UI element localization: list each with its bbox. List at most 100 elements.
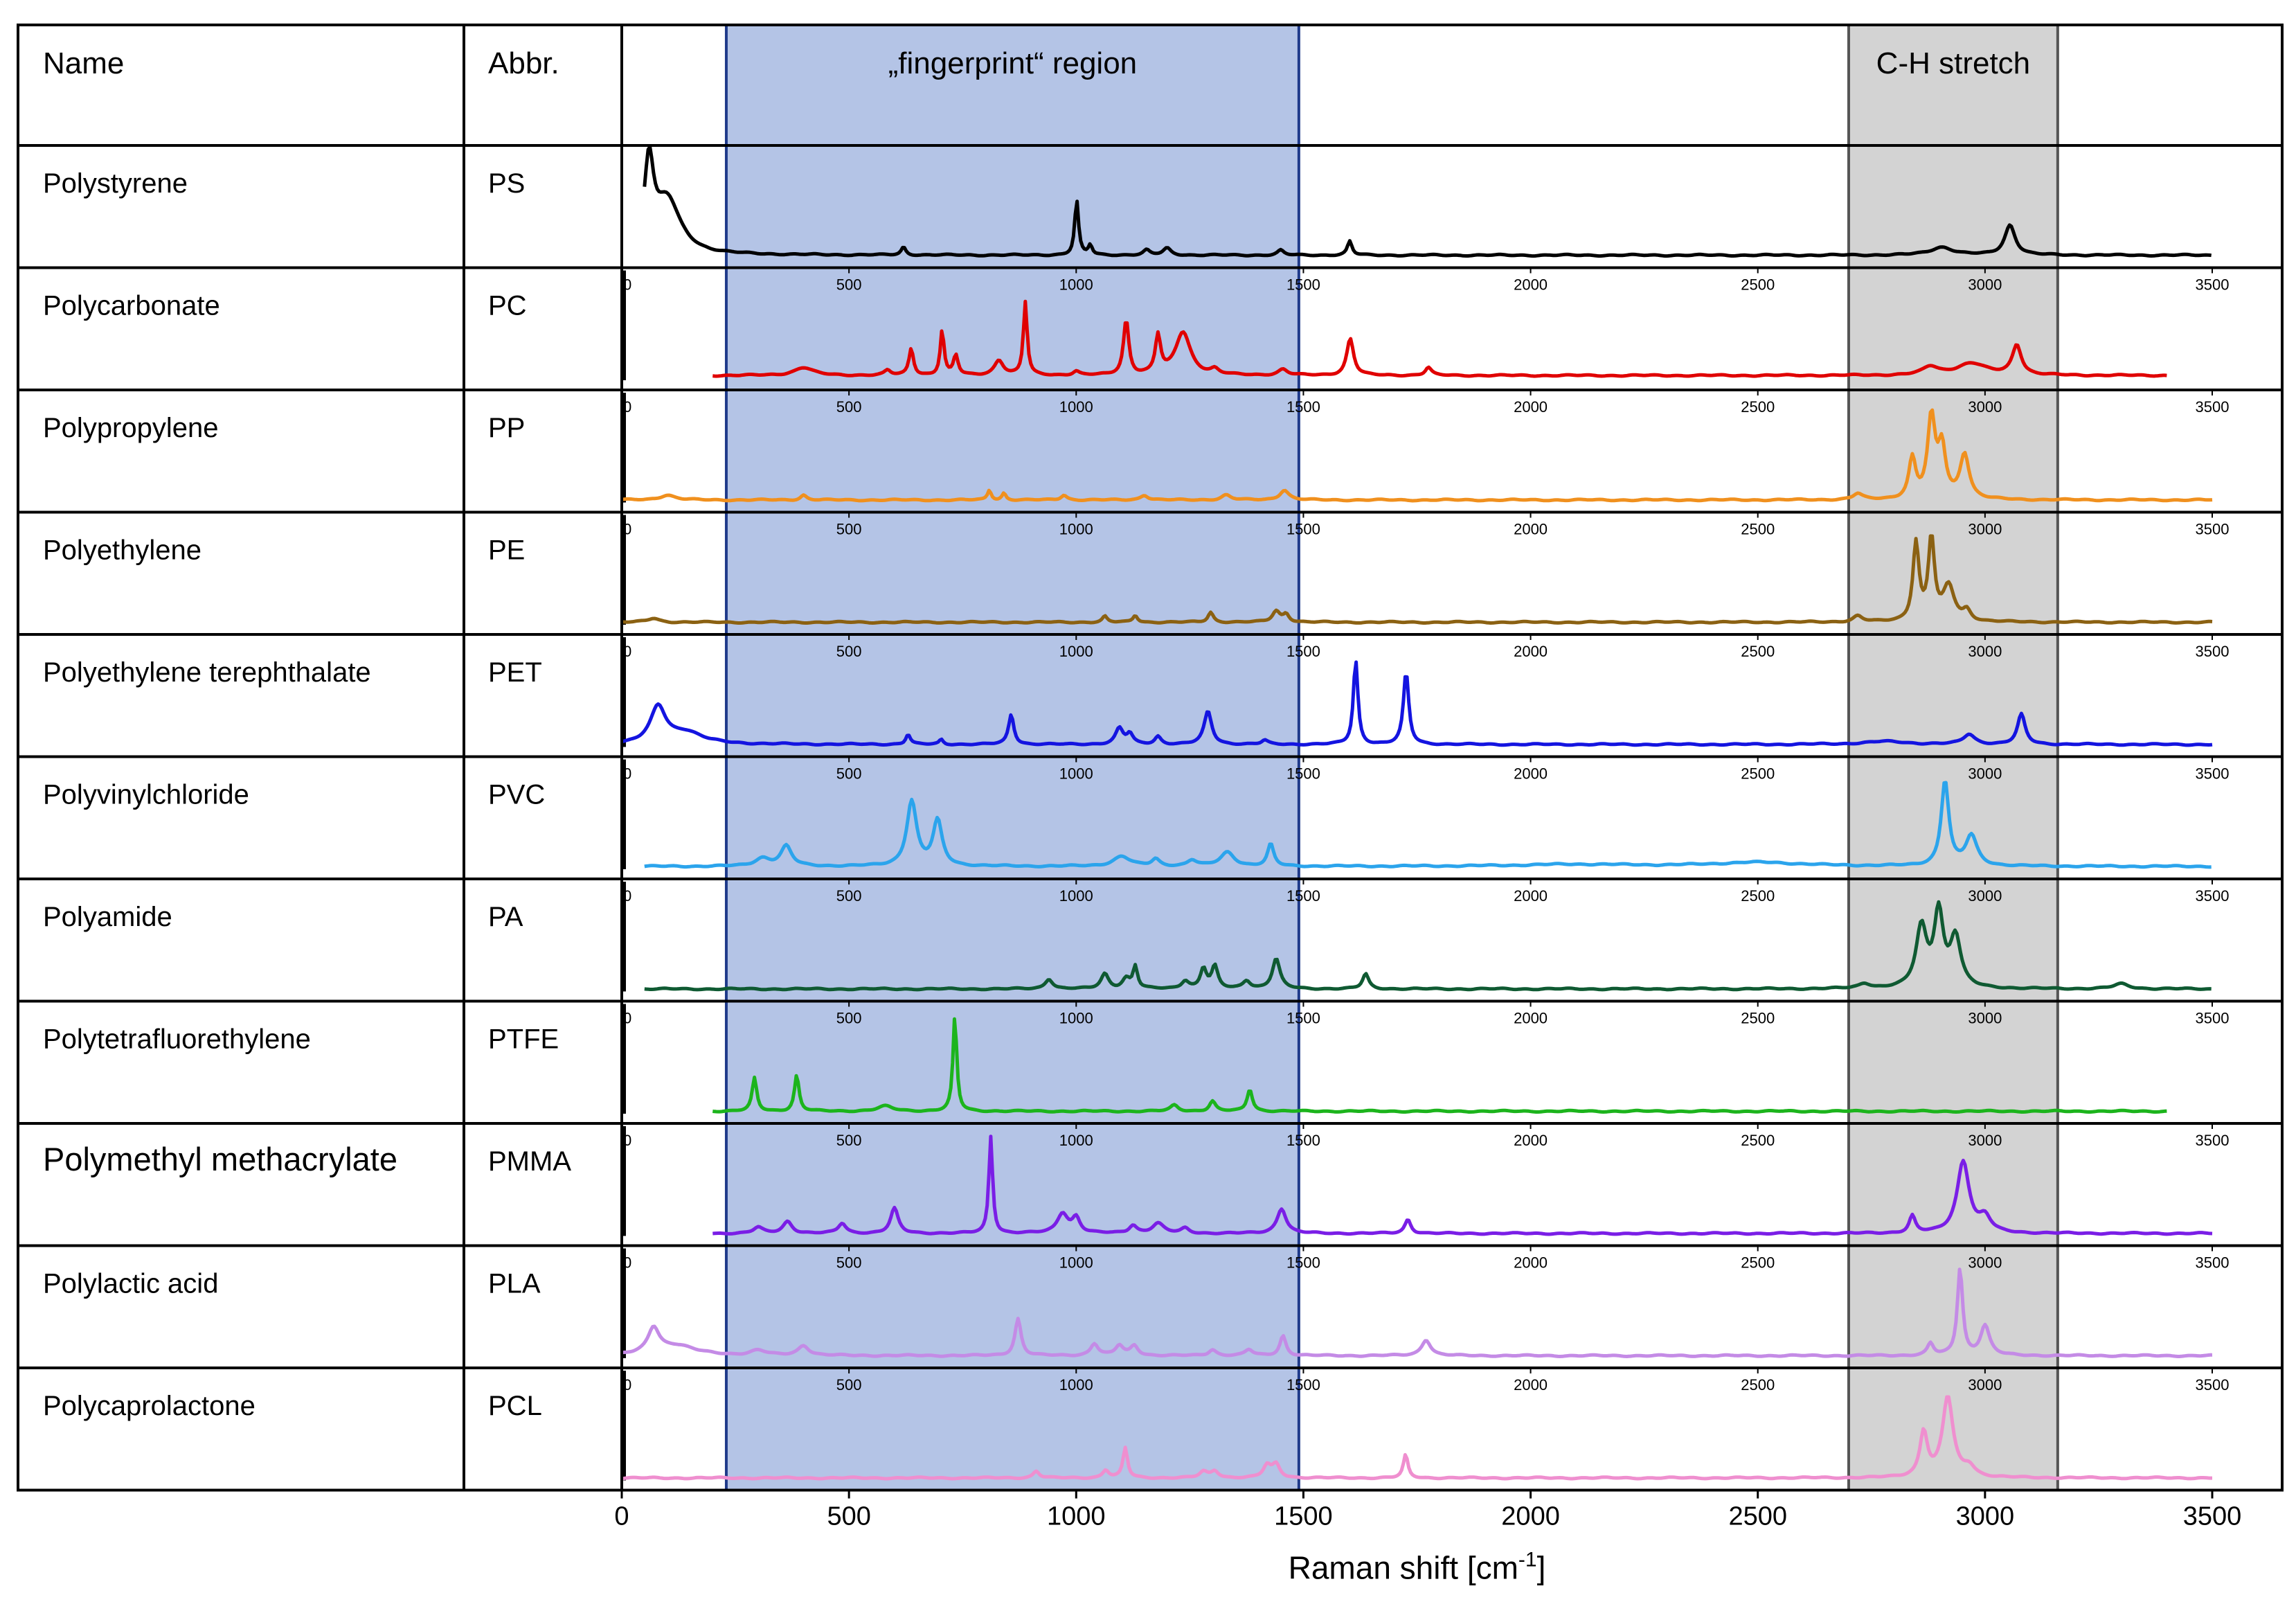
name-column-header: Name	[43, 46, 124, 80]
x-tick-label: 3000	[1956, 1502, 2015, 1531]
mini-tick-label: 500	[836, 521, 862, 538]
mini-tick-label: 2500	[1741, 276, 1775, 294]
mini-tick-label: 3000	[1968, 1132, 2002, 1149]
mini-tick-label: 1000	[1059, 1132, 1093, 1149]
fingerprint-region-label: „fingerprint“ region	[888, 46, 1138, 80]
mini-tick-label: 2000	[1514, 1132, 1548, 1149]
x-tick-label: 2500	[1728, 1502, 1787, 1531]
mini-tick-label: 0	[623, 276, 631, 294]
mini-tick-label: 0	[623, 521, 631, 538]
mini-tick-label: 3000	[1968, 643, 2002, 660]
polymer-abbr: PVC	[488, 780, 545, 810]
polymer-abbr: PTFE	[488, 1024, 559, 1055]
mini-tick-label: 2000	[1514, 1254, 1548, 1272]
mini-tick-label: 500	[836, 643, 862, 660]
mini-tick-label: 3500	[2196, 1254, 2230, 1272]
mini-tick-label: 500	[836, 887, 862, 905]
mini-tick-label: 0	[623, 887, 631, 905]
mini-tick-label: 1000	[1059, 1010, 1093, 1027]
spectrum-line	[644, 900, 2212, 992]
polymer-abbr: PLA	[488, 1269, 541, 1299]
x-tick-label: 500	[827, 1502, 870, 1531]
spectrum-row: Polyethylene PE 0 500 1000 1500 2000 2500 3000 35…	[43, 512, 2229, 625]
abbr-column-header: Abbr.	[488, 46, 559, 80]
spectrum-line	[621, 660, 2213, 747]
spectrum-line	[644, 781, 2212, 869]
mini-tick-label: 1000	[1059, 1376, 1093, 1394]
ch-stretch-label: C-H stretch	[1876, 46, 2030, 80]
mini-tick-label: 1500	[1286, 1132, 1320, 1149]
spectrum-row: Polylactic acid PLA 0 500 1000 1500 2000 2500 30…	[43, 1245, 2230, 1358]
polymer-name: Polylactic acid	[43, 1269, 218, 1299]
mini-tick-label: 2500	[1741, 1254, 1775, 1272]
mini-tick-label: 2500	[1741, 1376, 1775, 1394]
mini-tick-label: 1500	[1286, 398, 1320, 416]
x-tick-label: 1000	[1047, 1502, 1106, 1531]
mini-tick-label: 500	[836, 765, 862, 783]
polymer-name: Polycaprolactone	[43, 1391, 255, 1421]
mini-tick-label: 2500	[1741, 765, 1775, 783]
mini-axis: 0 500 1000 1500 2000 2500 3000 3500	[623, 1001, 2229, 1114]
mini-axis: 0 500 1000 1500 2000 2500 3000 3500	[623, 756, 2230, 869]
mini-tick-label: 3000	[1968, 1254, 2002, 1272]
spectrum-row: Polystyrene PS	[43, 145, 2212, 258]
mini-tick-label: 3000	[1968, 765, 2002, 783]
mini-tick-label: 2000	[1514, 398, 1548, 416]
mini-axis: 0 500 1000 1500 2000 2500 3000 3500	[623, 512, 2229, 625]
polymer-name: Polyvinylchloride	[43, 780, 249, 810]
mini-tick-label: 1000	[1059, 765, 1093, 783]
mini-tick-label: 1000	[1059, 1254, 1093, 1272]
spectrum-line	[712, 299, 2167, 378]
mini-tick-label: 1500	[1286, 887, 1320, 905]
mini-tick-label: 1500	[1286, 276, 1320, 294]
x-axis: 0 500 1000 1500 2000 2500 3000 3500 Raman shift …	[614, 1490, 2241, 1586]
mini-tick-label: 1000	[1059, 643, 1093, 660]
spectrum-row: Polyethylene terephthalate PET 0 500 1000 150…	[43, 634, 2229, 747]
mini-tick-label: 1000	[1059, 521, 1093, 538]
mini-tick-label: 3000	[1968, 521, 2002, 538]
mini-tick-label: 3500	[2196, 398, 2230, 416]
mini-tick-label: 500	[836, 1254, 862, 1272]
mini-tick-label: 1000	[1059, 887, 1093, 905]
mini-tick-label: 0	[623, 1132, 631, 1149]
spectrum-line	[712, 1134, 2213, 1236]
spectrum-row: Polyvinylchloride PVC 0 500 1000 1500 2000 2500…	[43, 756, 2230, 869]
polymer-abbr: PET	[488, 657, 542, 688]
spectrum-line	[621, 1395, 2212, 1481]
polymer-abbr: PCL	[488, 1391, 542, 1421]
spectrum-row: Polycarbonate PC 0 500 1000 1500 2000 2500 3000 3…	[43, 267, 2230, 380]
mini-tick-label: 2000	[1514, 1376, 1548, 1394]
mini-tick-label: 3000	[1968, 276, 2002, 294]
mini-tick-label: 1500	[1286, 521, 1320, 538]
polymer-name: Polyethylene terephthalate	[43, 657, 371, 688]
mini-tick-label: 2000	[1514, 887, 1548, 905]
mini-tick-label: 1000	[1059, 398, 1093, 416]
spectrum-line	[712, 1017, 2167, 1114]
mini-tick-label: 500	[836, 276, 862, 294]
mini-tick-label: 2500	[1741, 398, 1775, 416]
mini-tick-label: 2500	[1741, 521, 1775, 538]
polymer-abbr: PA	[488, 902, 523, 932]
x-tick-label: 1500	[1274, 1502, 1333, 1531]
mini-tick-label: 3500	[2196, 765, 2230, 783]
mini-tick-label: 500	[836, 1376, 862, 1394]
mini-tick-label: 2500	[1741, 643, 1775, 660]
mini-tick-label: 500	[836, 398, 862, 416]
mini-tick-label: 2000	[1514, 765, 1548, 783]
polymer-name: Polymethyl methacrylate	[43, 1141, 397, 1177]
polymer-abbr: PMMA	[488, 1146, 571, 1177]
mini-tick-label: 0	[623, 398, 631, 416]
mini-tick-label: 3500	[2196, 887, 2230, 905]
polymer-name: Polyethylene	[43, 535, 201, 566]
mini-axis: 0 500 1000 1500 2000 2500 3000 3500	[623, 1245, 2230, 1358]
mini-axis: 0 500 1000 1500 2000 2500 3000 3500	[623, 1368, 2229, 1481]
spectrum-row: Polycaprolactone PCL 0 500 1000 1500 2000 2500 3…	[43, 1368, 2229, 1481]
polymer-name: Polyamide	[43, 902, 172, 932]
mini-tick-label: 3500	[2196, 276, 2230, 294]
polymer-name: Polycarbonate	[43, 291, 220, 321]
spectrum-row: Polypropylene PP 0 500 1000 1500 2000 2500 3000 3…	[43, 390, 2229, 503]
polymer-abbr: PS	[488, 168, 525, 199]
mini-tick-label: 2000	[1514, 521, 1548, 538]
mini-tick-label: 1500	[1286, 643, 1320, 660]
mini-tick-label: 0	[623, 1376, 631, 1394]
